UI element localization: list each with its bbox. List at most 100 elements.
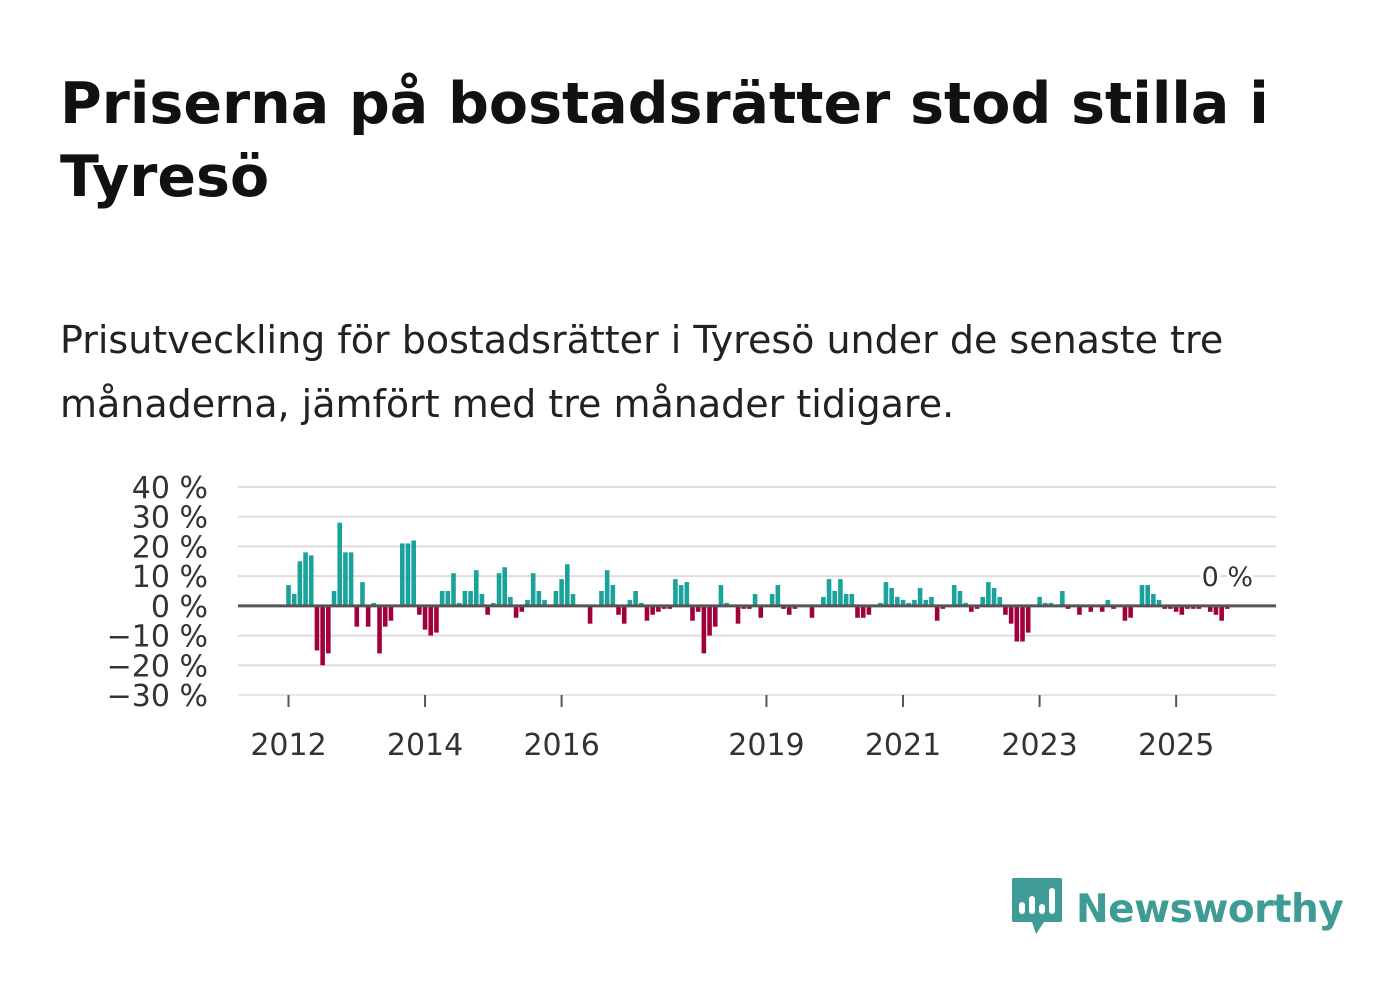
y-tick-label: −10 % bbox=[107, 620, 208, 655]
bar bbox=[826, 579, 832, 606]
bar bbox=[900, 599, 906, 606]
y-tick-label: 40 % bbox=[132, 471, 208, 506]
bar bbox=[479, 593, 485, 606]
bar bbox=[986, 582, 991, 606]
bar bbox=[769, 593, 775, 606]
bar bbox=[980, 596, 985, 606]
bar bbox=[1003, 605, 1008, 615]
bar bbox=[718, 585, 724, 606]
bar bbox=[1151, 593, 1156, 606]
newsworthy-logo-icon bbox=[1010, 876, 1064, 942]
bar bbox=[1156, 599, 1162, 606]
bar bbox=[360, 582, 365, 606]
bar bbox=[308, 555, 314, 606]
bar bbox=[536, 591, 542, 606]
bar bbox=[895, 596, 900, 606]
bar bbox=[496, 573, 502, 606]
bar bbox=[337, 522, 343, 606]
bar bbox=[1179, 605, 1185, 615]
bar bbox=[565, 564, 570, 606]
annotation-group: 0 % bbox=[1199, 559, 1256, 596]
bar bbox=[553, 591, 559, 606]
bar bbox=[400, 543, 405, 606]
x-tick-label: 2019 bbox=[728, 728, 804, 763]
bar bbox=[1077, 605, 1082, 615]
brand-name: Newsworthy bbox=[1076, 886, 1344, 932]
bar bbox=[1008, 605, 1014, 624]
bar bbox=[838, 579, 843, 606]
bar bbox=[752, 593, 758, 606]
bar bbox=[542, 599, 547, 606]
y-tick-label: 20 % bbox=[132, 530, 208, 565]
bar bbox=[644, 605, 650, 621]
chart-subtitle: Prisutveckling för bostadsrätter i Tyres… bbox=[60, 318, 1224, 426]
bar bbox=[519, 605, 525, 612]
x-tick-label: 2023 bbox=[1001, 728, 1077, 763]
bar bbox=[1128, 605, 1133, 618]
bar bbox=[610, 585, 616, 606]
bar bbox=[525, 599, 530, 606]
bar bbox=[320, 605, 325, 666]
x-tick-label: 2016 bbox=[523, 728, 599, 763]
bar bbox=[354, 605, 360, 627]
bar bbox=[809, 605, 815, 618]
bar bbox=[786, 605, 792, 615]
bar bbox=[1207, 605, 1213, 612]
bar bbox=[348, 552, 354, 606]
bar bbox=[912, 599, 917, 606]
bar bbox=[434, 605, 439, 633]
bar bbox=[326, 605, 331, 654]
bar bbox=[855, 605, 860, 618]
bar bbox=[388, 605, 394, 621]
bar bbox=[923, 599, 929, 606]
bar bbox=[673, 579, 678, 606]
bar bbox=[616, 605, 621, 615]
bar bbox=[991, 588, 997, 606]
bar bbox=[331, 591, 337, 606]
bar bbox=[451, 573, 456, 606]
bar bbox=[405, 543, 411, 606]
bar bbox=[286, 585, 291, 606]
bar bbox=[559, 579, 564, 606]
bar bbox=[1139, 585, 1145, 606]
bar bbox=[633, 591, 638, 606]
bar bbox=[303, 552, 308, 606]
bar bbox=[1105, 599, 1111, 606]
bar bbox=[883, 582, 889, 606]
bar bbox=[849, 593, 855, 606]
y-tick-label: 0 % bbox=[151, 590, 208, 625]
bar bbox=[343, 552, 348, 606]
bar bbox=[1145, 585, 1150, 606]
bar bbox=[707, 605, 712, 636]
bar bbox=[377, 605, 382, 654]
bar bbox=[1025, 605, 1031, 633]
bar bbox=[382, 605, 388, 627]
bar bbox=[462, 591, 468, 606]
newsworthy-brand[interactable]: Newsworthy bbox=[1010, 876, 1344, 942]
bar bbox=[485, 605, 490, 615]
bar bbox=[701, 605, 707, 654]
bar bbox=[365, 605, 371, 627]
bar bbox=[1213, 605, 1219, 615]
y-tick-label: 10 % bbox=[132, 560, 208, 595]
bar bbox=[314, 605, 320, 651]
bar bbox=[860, 605, 866, 618]
bar bbox=[650, 605, 655, 615]
latest-value-label: 0 % bbox=[1202, 562, 1253, 593]
bar bbox=[917, 588, 923, 606]
bar bbox=[843, 593, 849, 606]
bar bbox=[1020, 605, 1025, 642]
x-tick-label: 2012 bbox=[250, 728, 326, 763]
bar bbox=[695, 605, 701, 612]
bar bbox=[866, 605, 872, 615]
bar bbox=[934, 605, 940, 621]
bar bbox=[530, 573, 536, 606]
bar bbox=[1060, 591, 1065, 606]
bar bbox=[627, 599, 633, 606]
bar bbox=[570, 593, 576, 606]
bar bbox=[587, 605, 593, 624]
bar bbox=[297, 561, 303, 606]
bar bbox=[1014, 605, 1020, 642]
bar bbox=[997, 596, 1003, 606]
bar bbox=[468, 591, 473, 606]
